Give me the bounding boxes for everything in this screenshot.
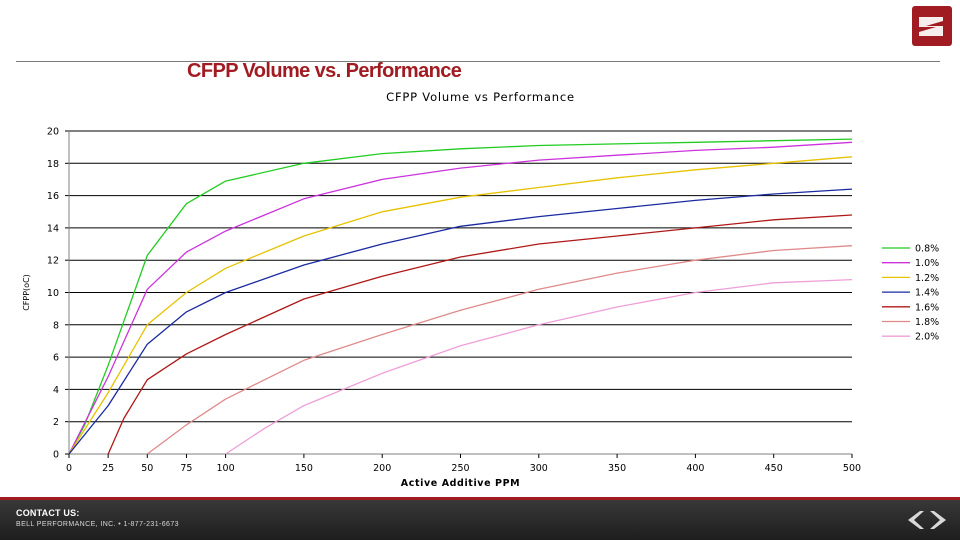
legend-label: 1.2% [915, 273, 939, 284]
bell-logo-icon [912, 6, 952, 46]
y-tick-label: 14 [47, 223, 59, 234]
series-line-18 [146, 245, 853, 455]
legend-label: 1.4% [915, 288, 939, 299]
legend-label: 2.0% [915, 332, 939, 343]
legend-label: 1.8% [915, 317, 939, 328]
y-tick-label: 18 [47, 159, 59, 170]
x-tick-label: 25 [102, 463, 114, 474]
legend-label: 1.0% [915, 258, 939, 269]
y-tick-label: 4 [53, 385, 59, 396]
legend-label: 1.6% [915, 302, 939, 313]
header-divider [16, 61, 940, 62]
series-line-10 [68, 141, 853, 455]
series-line-16 [107, 214, 853, 455]
y-axis-label: CFPP(oC) [22, 274, 31, 311]
y-tick-label: 20 [47, 127, 59, 138]
y-tick-label: 16 [47, 191, 59, 202]
chevron-right-icon[interactable] [928, 510, 950, 530]
contact-title: CONTACT US: [16, 508, 80, 518]
x-tick-label: 450 [765, 463, 783, 474]
x-tick-label: 100 [217, 463, 235, 474]
y-tick-label: 6 [53, 353, 59, 364]
y-tick-label: 12 [47, 256, 59, 267]
slide-title: CFPP Volume vs. Performance [187, 60, 462, 82]
series-line-12 [68, 156, 853, 455]
x-tick-label: 300 [530, 463, 548, 474]
y-tick-label: 0 [53, 450, 59, 461]
footer-accent-stripe [0, 497, 960, 500]
x-tick-label: 350 [608, 463, 626, 474]
contact-line: BELL PERFORMANCE, INC. • 1-877-231-6673 [16, 521, 179, 528]
x-tick-label: 250 [451, 463, 469, 474]
x-tick-label: 50 [141, 463, 153, 474]
x-tick-label: 400 [686, 463, 704, 474]
x-tick-label: 0 [66, 463, 72, 474]
x-tick-label: 150 [295, 463, 313, 474]
y-tick-label: 10 [47, 288, 59, 299]
y-tick-label: 8 [53, 320, 59, 331]
series-line-14 [68, 188, 853, 455]
y-tick-label: 2 [53, 417, 59, 428]
x-tick-label: 500 [843, 463, 861, 474]
chevron-left-icon[interactable] [904, 510, 926, 530]
x-tick-label: 75 [180, 463, 192, 474]
series-line-08 [68, 138, 853, 455]
series-line-20 [225, 278, 853, 455]
x-tick-label: 200 [373, 463, 391, 474]
legend-label: 0.8% [915, 244, 939, 255]
chart-title: CFPP Volume vs Performance [386, 90, 575, 104]
footer-bar: CONTACT US: BELL PERFORMANCE, INC. • 1-8… [0, 497, 960, 540]
x-axis-label: Active Additive PPM [401, 478, 520, 489]
cfpp-line-chart: CFPP Volume vs Performance 0 2 4 6 8 10 12 14 16 1… [22, 90, 939, 489]
